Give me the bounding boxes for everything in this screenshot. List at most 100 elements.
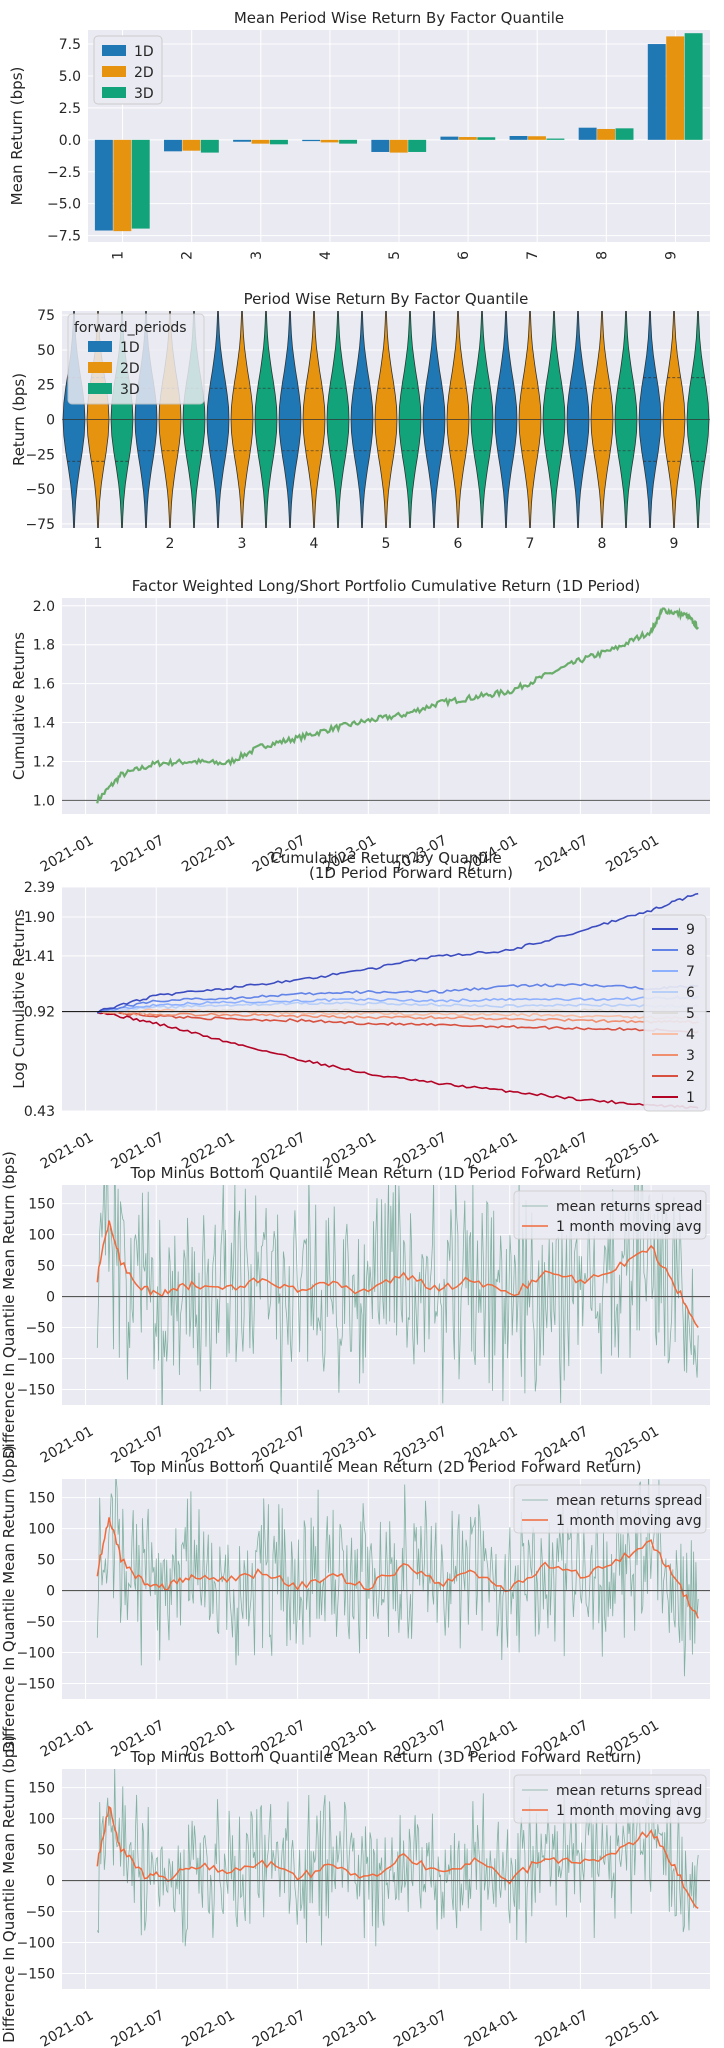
bar-2D-q7 (528, 136, 546, 140)
legend-box (513, 1190, 707, 1240)
chart-title: Period Wise Return By Factor Quantile (244, 290, 529, 308)
x-tick-label: 2023-07 (391, 2007, 450, 2048)
legend-label: 2D (120, 361, 140, 377)
legend-swatch (88, 383, 112, 394)
legend: 9 8 7 6 5 4 3 2 1 (643, 914, 707, 1112)
legend-label: 5 (686, 1006, 695, 1022)
y-tick-label: 25 (37, 378, 55, 394)
legend-label: 9 (686, 922, 695, 938)
bar-2D-q9 (666, 36, 685, 140)
quantile-line-6 (97, 1001, 699, 1014)
bar-3D-q6 (477, 137, 496, 140)
bar-3D-q1 (131, 139, 150, 229)
legend-swatch (102, 45, 126, 56)
bar-1D-q5 (371, 139, 390, 152)
y-tick-label: −7.5 (47, 229, 81, 245)
bar-3D-q2 (200, 139, 219, 153)
chart-title: Top Minus Bottom Quantile Mean Return (3… (130, 1748, 642, 1766)
quantile-line-7 (96, 995, 699, 1014)
legend-label: mean returns spread (556, 1493, 702, 1509)
bar-3D-q4 (339, 139, 358, 144)
y-tick-label: −100 (17, 1646, 55, 1662)
x-tick-label: 2021-01 (38, 1129, 97, 1172)
quantile-line-4 (97, 1008, 699, 1020)
legend-box (513, 1774, 707, 1824)
moving-average-line (96, 1517, 699, 1619)
mean-returns-spread-line (96, 1769, 699, 1947)
legend: mean returns spread 1 month moving avg (513, 1774, 707, 1824)
y-tick-label: 150 (28, 1491, 55, 1507)
legend: mean returns spread 1 month moving avg (513, 1190, 707, 1240)
y-tick-label: 1.41 (24, 949, 55, 965)
x-tick-label: 2023-01 (320, 2007, 379, 2048)
mean-returns-spread-line (96, 1185, 699, 1405)
y-axis-label: Log Cumulative Returns (10, 909, 28, 1089)
y-tick-label: −100 (17, 1352, 55, 1368)
bar-1D-q4 (302, 139, 321, 142)
legend-label: 1 month moving avg (556, 1803, 702, 1819)
chart-title: Top Minus Bottom Quantile Mean Return (2… (130, 1458, 642, 1476)
y-tick-label: 0.0 (59, 133, 81, 149)
bar-2D-q8 (597, 128, 616, 140)
quantile-line-9 (96, 892, 699, 1014)
x-tick-label: 2021-01 (38, 1423, 97, 1466)
y-tick-label: 1.0 (33, 793, 55, 809)
legend-label: mean returns spread (556, 1199, 702, 1215)
chart-panel-7: 150 100 50 0 −50 −100 −150 Top Minus Bottom Qua… (0, 1735, 710, 2048)
y-tick-label: −25 (25, 447, 55, 463)
y-tick-label: −75 (25, 517, 55, 533)
x-tick-label: 2021-01 (38, 1717, 97, 1760)
x-tick-label: 2022-07 (250, 2007, 309, 2048)
legend-label: 1D (120, 340, 140, 356)
legend-label: 2D (134, 65, 154, 81)
legend-label: 6 (686, 985, 695, 1001)
y-tick-label: 0.92 (24, 1005, 55, 1021)
y-axis-label: Cumulative Returns (10, 632, 28, 780)
x-tick-label: 6 (456, 251, 472, 260)
bar-3D-q7 (546, 138, 565, 140)
x-tick-label: 2024-07 (533, 832, 592, 875)
bar-1D-q9 (647, 44, 666, 140)
bar-2D-q5 (389, 139, 408, 153)
bar-1D-q1 (94, 139, 113, 231)
bar-3D-q5 (408, 139, 427, 152)
x-tick-label: 2022-01 (179, 2007, 238, 2048)
y-tick-label: 2.39 (24, 880, 55, 896)
bar-3D-q3 (269, 139, 288, 145)
bar-3D-q8 (615, 128, 634, 140)
mean-returns-spread-line (96, 1479, 699, 1677)
chart-panel-5: 150 100 50 0 −50 −100 −150 Top Minus Bottom Qua… (0, 1151, 710, 1467)
y-tick-label: −150 (17, 1383, 55, 1399)
chart-title: Mean Period Wise Return By Factor Quanti… (234, 9, 564, 27)
y-tick-label: 150 (28, 1781, 55, 1797)
y-tick-label: 0 (46, 1874, 55, 1890)
y-tick-label: 100 (28, 1228, 55, 1244)
legend-title: forward_periods (74, 320, 187, 336)
legend-box (513, 1484, 707, 1534)
legend-label: 2 (686, 1069, 695, 1085)
quantile-lines (96, 892, 699, 1109)
spread-series (96, 1479, 699, 1677)
legend-label: 3D (134, 86, 154, 102)
x-tick-label: 4 (318, 251, 334, 260)
y-axis-label: Mean Return (bps) (8, 67, 26, 206)
legend-label: 1 month moving avg (556, 1513, 702, 1529)
quantile-line-8 (97, 983, 699, 1014)
y-tick-label: −150 (17, 1967, 55, 1983)
x-tick-label: 2025-01 (603, 2007, 662, 2048)
y-axis-label: Difference In Quantile Mean Return (bps) (0, 1445, 18, 1753)
x-tick-label: 2021-01 (38, 832, 97, 875)
legend-swatch (88, 341, 112, 352)
y-tick-label: 1.8 (33, 638, 55, 654)
bar-1D-q8 (578, 127, 597, 140)
chart-panel-4: 2.39 1.90 1.41 0.92 0.43 Cumulative Return by… (10, 849, 710, 1173)
y-tick-label: −50 (25, 1615, 55, 1631)
y-tick-label: 2.0 (33, 599, 55, 615)
legend-label: mean returns spread (556, 1783, 702, 1799)
y-axis-label: Difference In Quantile Mean Return (bps) (0, 1151, 18, 1459)
chart-panel-6: 150 100 50 0 −50 −100 −150 Top Minus Bottom Qua… (0, 1445, 710, 1761)
legend-swatch (102, 66, 126, 77)
y-tick-label: −2.5 (47, 165, 81, 181)
legend-swatch (88, 362, 112, 373)
bar-1D-q3 (233, 139, 252, 142)
